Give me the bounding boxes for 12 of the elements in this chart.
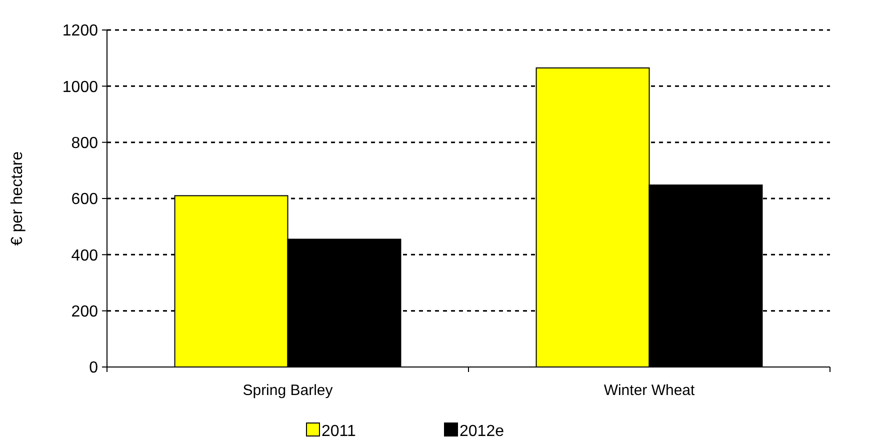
- y-tick-label: 1200: [62, 22, 98, 40]
- y-tick-label: 400: [71, 247, 98, 264]
- x-tick-label: Winter Wheat: [604, 382, 696, 399]
- y-tick-label: 1000: [62, 78, 98, 96]
- legend-label: 2012e: [460, 423, 504, 440]
- legend-label: 2011: [322, 423, 356, 440]
- y-tick-label: 600: [71, 191, 98, 208]
- y-tick-label: 800: [71, 134, 98, 152]
- x-tick-label: Spring Barley: [242, 382, 334, 399]
- y-tick-label: 200: [71, 303, 98, 320]
- y-axis-title: € per hectare: [9, 151, 26, 246]
- y-tick-label: 0: [89, 360, 98, 377]
